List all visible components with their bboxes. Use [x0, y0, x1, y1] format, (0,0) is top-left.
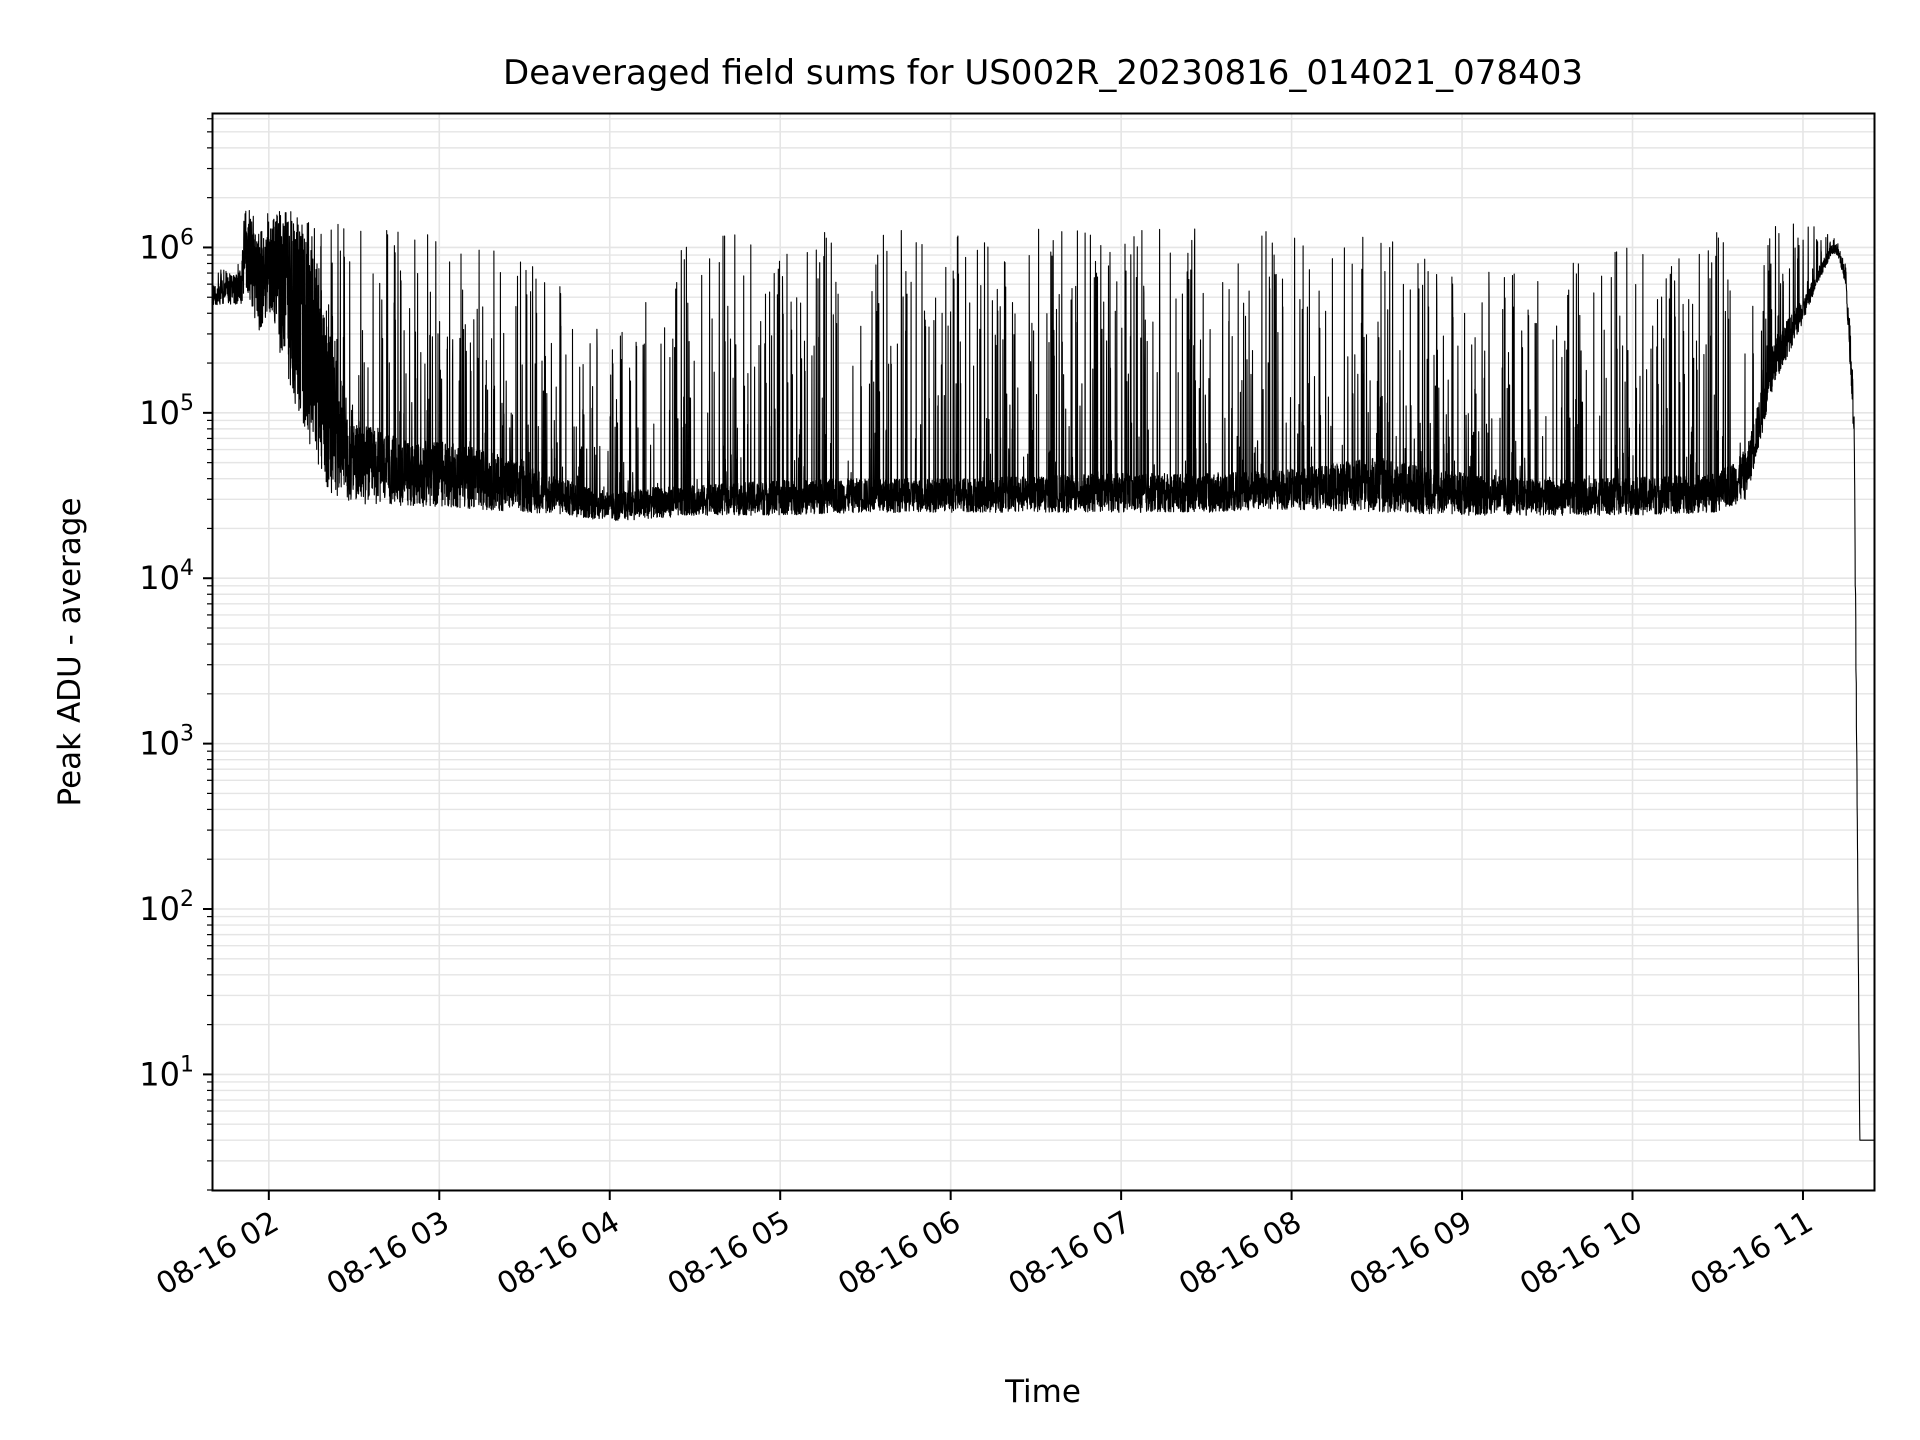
y-tick-base: 10 — [139, 725, 180, 763]
y-tick-label: 104 — [139, 556, 194, 597]
y-tick-base: 10 — [139, 1055, 180, 1093]
x-tick-label: 08-16 09 — [1344, 1205, 1478, 1303]
y-tick-exponent: 5 — [180, 391, 194, 416]
y-tick-exponent: 2 — [180, 887, 194, 912]
plot-frame — [211, 112, 1876, 1192]
series-line — [211, 209, 1875, 1141]
chart-title: Deaveraged field sums for US002R_2023081… — [503, 53, 1583, 93]
x-axis: 08-16 02 08-16 03 08-16 04 08-16 05 08-16 06… — [151, 1190, 1819, 1302]
y-tick-base: 10 — [139, 228, 180, 266]
y-tick-label: 102 — [139, 887, 194, 928]
y-tick-base: 10 — [139, 559, 180, 597]
y-tick-label: 103 — [139, 722, 194, 763]
x-tick-label: 08-16 11 — [1685, 1205, 1819, 1303]
x-tick-label: 08-16 03 — [321, 1205, 455, 1303]
y-tick-label: 106 — [139, 225, 194, 266]
x-tick-label: 08-16 02 — [151, 1205, 285, 1303]
y-tick-exponent: 4 — [180, 556, 194, 581]
x-tick-label: 08-16 06 — [832, 1205, 966, 1303]
x-tick-label: 08-16 05 — [662, 1205, 796, 1303]
data-series — [211, 209, 1875, 1141]
x-tick-label: 08-16 10 — [1514, 1205, 1648, 1303]
x-axis-label: Time — [1004, 1374, 1081, 1410]
y-tick-exponent: 6 — [180, 225, 194, 250]
x-tick-label: 08-16 07 — [1003, 1205, 1137, 1303]
y-tick-label: 105 — [139, 391, 194, 432]
x-tick-label: 08-16 08 — [1173, 1205, 1307, 1303]
y-tick-label: 101 — [139, 1052, 194, 1093]
y-tick-exponent: 1 — [180, 1052, 194, 1077]
y-axis-label: Peak ADU - average — [52, 497, 88, 806]
x-tick-label: 08-16 04 — [491, 1205, 625, 1303]
y-tick-exponent: 3 — [180, 722, 194, 747]
y-tick-base: 10 — [139, 890, 180, 928]
y-tick-base: 10 — [139, 394, 180, 432]
